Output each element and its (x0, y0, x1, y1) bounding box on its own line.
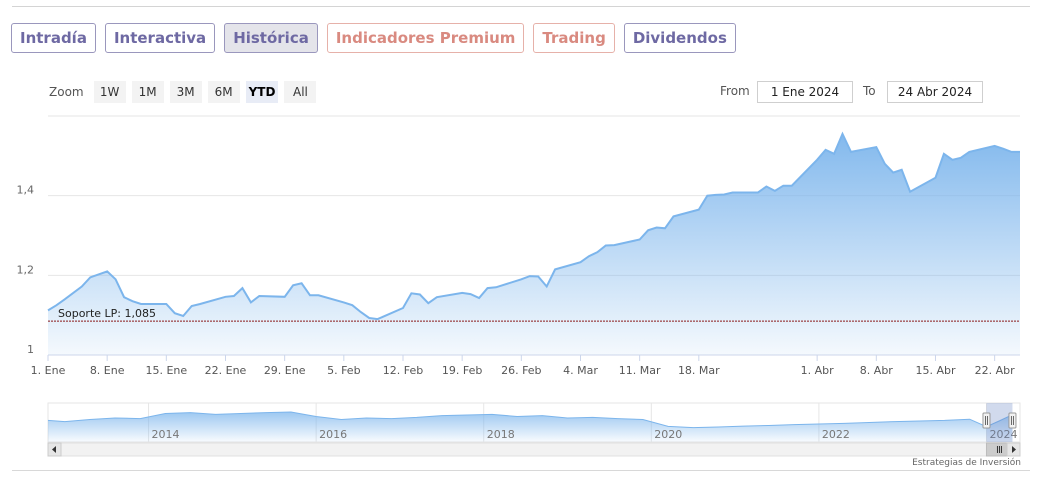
zoom-1m-button[interactable]: 1M (131, 81, 164, 103)
navigator-year-label: 2020 (654, 428, 682, 441)
scrollbar-track (47, 442, 1021, 457)
series-area-fill (48, 133, 1020, 355)
arrow-right-icon (1012, 446, 1016, 453)
from-date-input[interactable]: 1 Ene 2024 (757, 81, 853, 103)
navigator[interactable]: 2014 2016 2018 2020 2022 2024 (47, 402, 1021, 457)
zoom-3m-button[interactable]: 3M (169, 81, 202, 103)
navigator-year-label: 2016 (319, 428, 347, 441)
y-tick-label: 1,2 (17, 263, 35, 276)
y-axis: 1 1,2 1,4 (17, 184, 35, 356)
x-tick-label: 15. Abr (915, 364, 955, 377)
x-tick-label: 1. Ene (31, 364, 66, 377)
x-tick-label: 19. Feb (442, 364, 482, 377)
navigator-handle-left[interactable] (982, 412, 991, 429)
arrow-left-icon (52, 446, 56, 453)
top-divider (12, 6, 1030, 7)
tab-interactiva[interactable]: Interactiva (104, 23, 216, 53)
zoom-selector: Zoom 1W 1M 3M 6M YTD All (49, 81, 317, 103)
tab-indicadores-premium[interactable]: Indicadores Premium (326, 23, 525, 53)
x-tick-label: 8. Ene (90, 364, 125, 377)
zoom-all-button[interactable]: All (284, 81, 317, 103)
navigator-handle-right[interactable] (1008, 412, 1017, 429)
navigator-year-label: 2014 (152, 428, 180, 441)
x-tick-label: 11. Mar (619, 364, 661, 377)
x-axis: 1. Ene 8. Ene 15. Ene 22. Ene 29. Ene 5. Feb 1… (31, 354, 1020, 377)
tab-trading[interactable]: Trading (533, 23, 615, 53)
tab-intradia[interactable]: Intradía (11, 23, 96, 53)
navigator-year-label: 2018 (487, 428, 515, 441)
bottom-divider (12, 470, 1030, 471)
x-tick-label: 5. Feb (327, 364, 360, 377)
x-tick-label: 22. Abr (975, 364, 1015, 377)
to-label: To (863, 84, 876, 98)
credits: Estrategias de Inversión (912, 458, 1021, 468)
x-tick-label: 4. Mar (563, 364, 598, 377)
tab-bar: Intradía Interactiva Histórica Indicador… (11, 23, 736, 53)
x-tick-label: 26. Feb (501, 364, 541, 377)
tab-dividendos[interactable]: Dividendos (623, 23, 736, 53)
x-tick-label: 29. Ene (264, 364, 306, 377)
price-chart: Soporte LP: 1,085 1 1,2 1,4 1. Ene 8. Ene 15… (17, 115, 1021, 457)
to-date-input[interactable]: 24 Abr 2024 (887, 81, 983, 103)
y-tick-label: 1,4 (17, 184, 35, 197)
zoom-1w-button[interactable]: 1W (93, 81, 126, 103)
support-lines: Soporte LP: 1,085 (48, 307, 1020, 322)
navigator-year-label: 2022 (822, 428, 850, 441)
navigator-selection (986, 403, 1013, 442)
zoom-ytd-button[interactable]: YTD (245, 81, 279, 103)
navigator-line (47, 411, 1013, 429)
x-tick-label: 22. Ene (205, 364, 247, 377)
x-tick-label: 8. Abr (860, 364, 893, 377)
tab-historica[interactable]: Histórica (224, 23, 318, 53)
x-tick-label: 15. Ene (145, 364, 187, 377)
series-line (47, 131, 1020, 321)
zoom-6m-button[interactable]: 6M (207, 81, 240, 103)
zoom-label: Zoom (49, 85, 84, 99)
series-area (47, 131, 1020, 355)
from-label: From (720, 84, 750, 98)
x-tick-label: 12. Feb (383, 364, 423, 377)
support-line-label: Soporte LP: 1,085 (58, 307, 156, 320)
navigator-area (48, 412, 1013, 442)
y-tick-label: 1 (27, 343, 34, 356)
x-tick-label: 1. Abr (801, 364, 834, 377)
navigator-year-label: 2024 (989, 428, 1017, 441)
x-tick-label: 18. Mar (678, 364, 720, 377)
